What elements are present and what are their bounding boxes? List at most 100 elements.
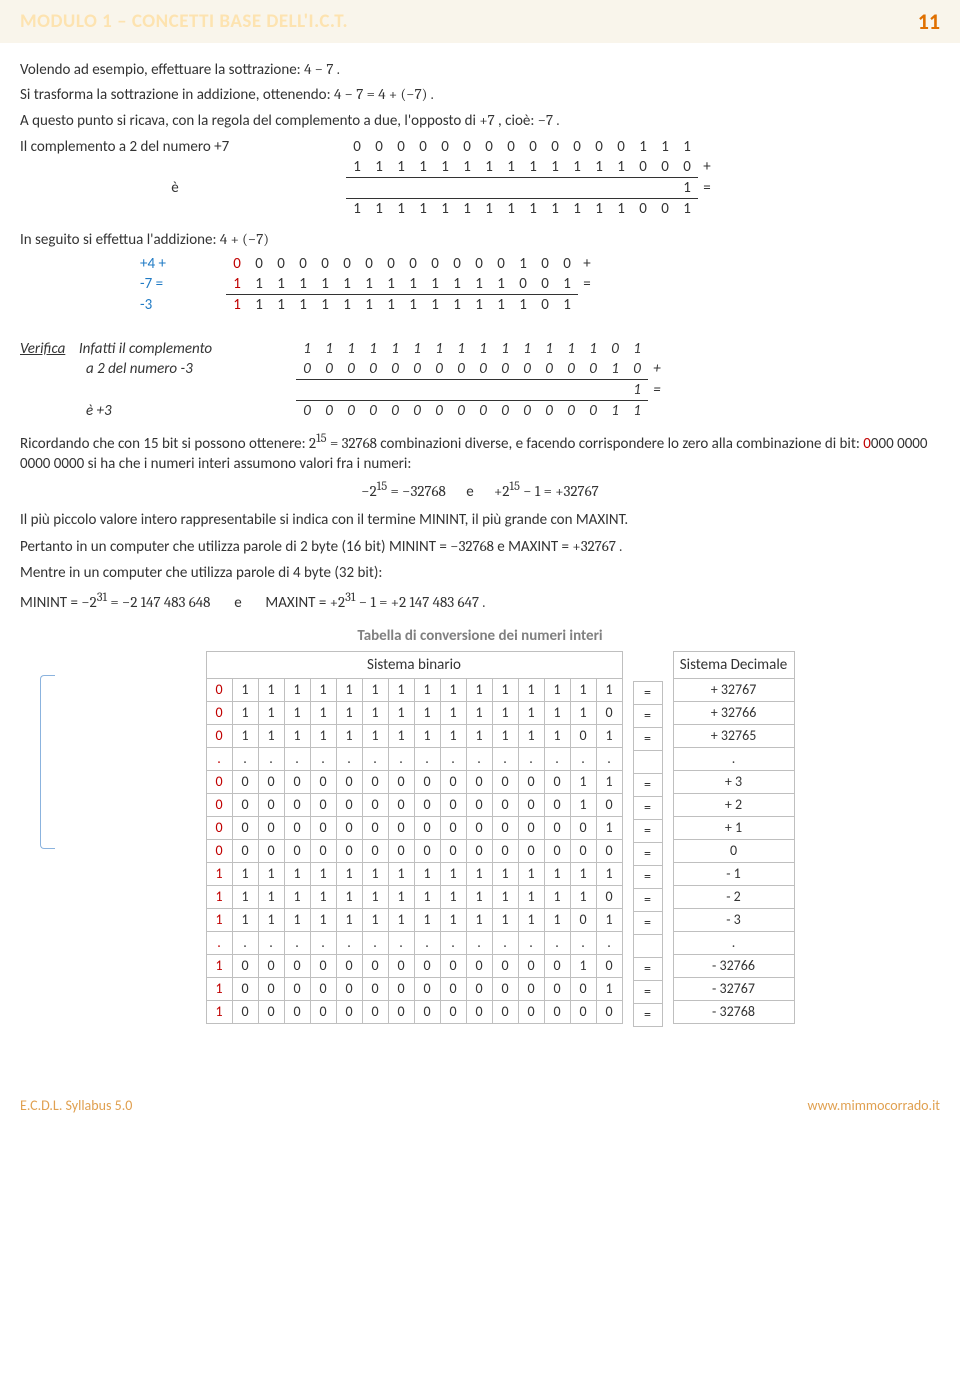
eq-cell: = — [633, 819, 662, 842]
bit-cell: 0 — [492, 816, 518, 839]
dec-cell: + 32765 — [673, 724, 794, 747]
bit-cell: 1 — [596, 908, 622, 931]
para-1: Volendo ad esempio, effettuare la sottra… — [20, 59, 940, 80]
bit-cell: 1 — [362, 908, 388, 931]
bit-cell: 0 — [596, 885, 622, 908]
eq-cell: = — [633, 865, 662, 888]
bit-cell: . — [336, 931, 362, 954]
conversion-table-eq: ============= — [633, 651, 663, 1027]
bit-cell: . — [596, 931, 622, 954]
bit-cell: 1 — [284, 678, 310, 701]
bit-cell: 0 — [336, 793, 362, 816]
bit-cell: 0 — [466, 793, 492, 816]
bit-cell: 1 — [570, 770, 596, 793]
bit-cell: 1 — [440, 885, 466, 908]
para-addition: In seguito si effettua l'addizione: 4 + … — [20, 229, 940, 250]
bit-cell: 1 — [440, 908, 466, 931]
eq-cell — [633, 750, 662, 773]
bit-cell: 0 — [492, 793, 518, 816]
bit-cell: 1 — [414, 724, 440, 747]
bit-cell: . — [414, 931, 440, 954]
dec-cell: . — [673, 747, 794, 770]
bit-cell: 0 — [310, 816, 336, 839]
addition-table: +4 + 0000000000000100+ -7 = 111111111111… — [140, 254, 596, 315]
bit-cell: 0 — [206, 701, 232, 724]
bit-cell: 0 — [284, 816, 310, 839]
bit-cell: 0 — [362, 1000, 388, 1023]
bit-cell: 0 — [232, 954, 258, 977]
para-2: Si trasforma la sottrazione in addizione… — [20, 84, 940, 105]
bit-cell: 0 — [466, 954, 492, 977]
bit-cell: 1 — [518, 885, 544, 908]
bit-cell: 0 — [388, 839, 414, 862]
bit-cell: 1 — [544, 678, 570, 701]
bit-cell: 1 — [466, 678, 492, 701]
bit-cell: 1 — [466, 724, 492, 747]
bit-cell: 0 — [518, 770, 544, 793]
bit-cell: 1 — [336, 678, 362, 701]
bit-cell: 0 — [310, 1000, 336, 1023]
bit-cell: 1 — [518, 908, 544, 931]
bit-cell: 0 — [258, 816, 284, 839]
bit-cell: 0 — [362, 977, 388, 1000]
bit-cell: 0 — [362, 839, 388, 862]
bit-cell: 0 — [466, 770, 492, 793]
bit-cell: . — [206, 747, 232, 770]
bit-cell: 0 — [336, 954, 362, 977]
bit-cell: 1 — [258, 862, 284, 885]
bit-cell: 1 — [310, 678, 336, 701]
bit-cell: 0 — [336, 816, 362, 839]
bit-cell: 0 — [518, 1000, 544, 1023]
bit-cell: 1 — [232, 701, 258, 724]
bit-cell: 0 — [518, 954, 544, 977]
bit-cell: 0 — [336, 977, 362, 1000]
bit-cell: 1 — [518, 678, 544, 701]
bit-cell: 0 — [492, 770, 518, 793]
dec-cell: 0 — [673, 839, 794, 862]
bit-cell: 0 — [362, 954, 388, 977]
bit-cell: . — [492, 747, 518, 770]
eq-cell: = — [633, 911, 662, 934]
bit-cell: . — [440, 931, 466, 954]
bit-cell: . — [466, 931, 492, 954]
bit-cell: . — [362, 931, 388, 954]
footer-left: E.C.D.L. Syllabus 5.0 — [20, 1097, 132, 1114]
bit-cell: 0 — [414, 977, 440, 1000]
bit-cell: 0 — [284, 770, 310, 793]
bit-cell: 0 — [232, 839, 258, 862]
bit-cell: . — [258, 747, 284, 770]
bit-cell: 0 — [388, 770, 414, 793]
bit-cell: 0 — [414, 793, 440, 816]
bit-cell: 0 — [518, 793, 544, 816]
bit-cell: 1 — [232, 885, 258, 908]
bit-cell: 0 — [518, 839, 544, 862]
bit-cell: 0 — [284, 954, 310, 977]
bit-cell: 1 — [258, 701, 284, 724]
bit-cell: 1 — [596, 678, 622, 701]
bit-cell: 1 — [544, 701, 570, 724]
bit-cell: . — [518, 931, 544, 954]
dec-cell: - 2 — [673, 885, 794, 908]
bit-cell: . — [440, 747, 466, 770]
bit-cell: 0 — [336, 839, 362, 862]
bit-cell: 0 — [310, 770, 336, 793]
bit-cell: 0 — [388, 977, 414, 1000]
bit-cell: . — [310, 931, 336, 954]
bit-cell: 1 — [336, 862, 362, 885]
bit-cell: 1 — [206, 885, 232, 908]
bit-cell: 1 — [336, 885, 362, 908]
bit-cell: 0 — [206, 770, 232, 793]
bit-cell: 1 — [362, 701, 388, 724]
dec-cell: . — [673, 931, 794, 954]
bit-cell: . — [518, 747, 544, 770]
bit-cell: 1 — [258, 908, 284, 931]
bit-cell: 0 — [388, 816, 414, 839]
bit-cell: 0 — [596, 793, 622, 816]
bit-cell: 1 — [570, 862, 596, 885]
page-number: 11 — [918, 8, 940, 35]
bit-cell: . — [492, 931, 518, 954]
bit-cell: 0 — [544, 954, 570, 977]
bit-cell: 1 — [414, 678, 440, 701]
bit-cell: 1 — [206, 908, 232, 931]
bit-cell: 0 — [310, 977, 336, 1000]
